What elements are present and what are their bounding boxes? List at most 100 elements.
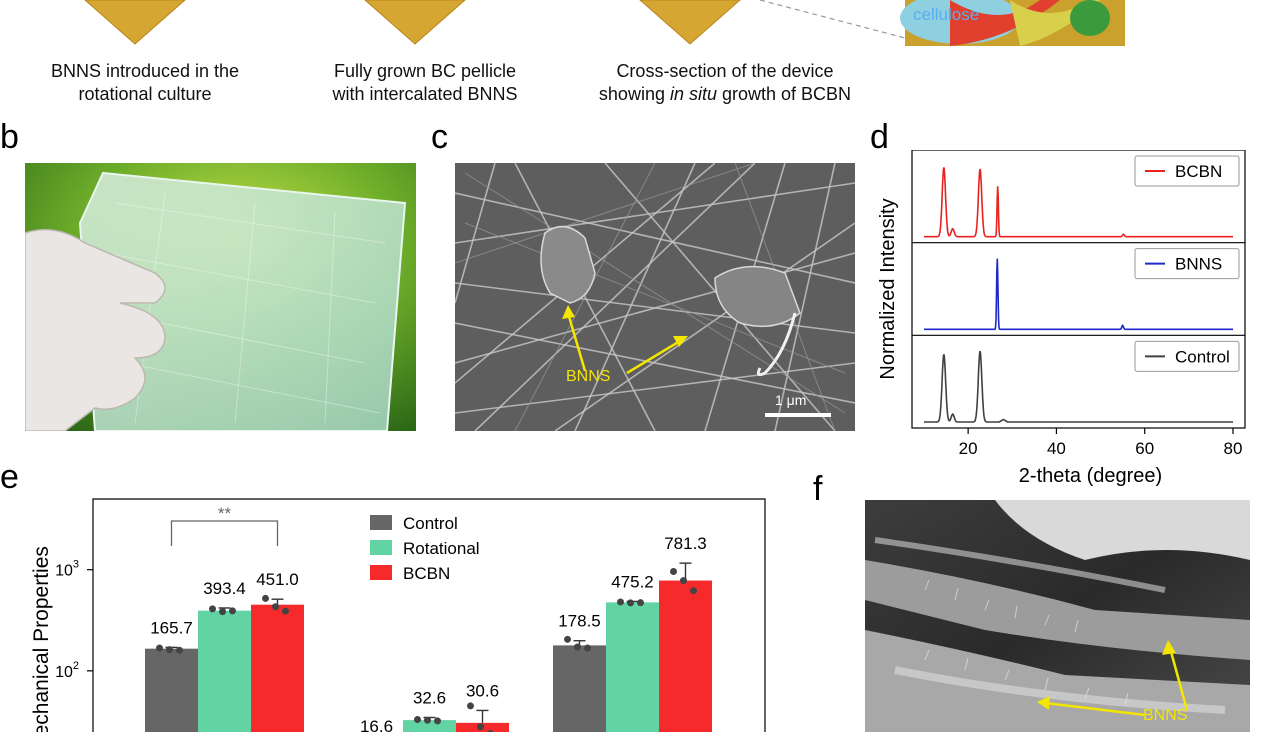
legend-box <box>1134 155 1240 187</box>
data-point <box>564 635 571 643</box>
panel-letter-e: e <box>0 458 19 496</box>
bnns-flake-2 <box>714 265 801 328</box>
y-axis-label: Normalized Intensity <box>877 198 899 379</box>
value-label: 178.5 <box>558 612 601 631</box>
y-axis-label: Mechanical Properties <box>30 546 53 732</box>
bnns-flake-1 <box>540 225 596 304</box>
caption-text: showing <box>598 84 670 104</box>
sem-cross-section-image <box>865 500 1250 732</box>
data-point <box>584 644 591 652</box>
x-axis-label: 2-theta (degree) <box>1019 465 1162 487</box>
y-tick-label: 102 <box>55 660 79 681</box>
legend-box <box>1134 248 1240 280</box>
data-point <box>262 594 269 602</box>
data-point <box>166 646 173 654</box>
data-point <box>156 644 163 652</box>
scale-bar-label: 1 μm <box>775 392 807 408</box>
legend-box <box>1134 340 1240 372</box>
data-point <box>434 717 441 725</box>
gloved-hand <box>25 228 166 431</box>
panel-letter-d: d <box>870 118 889 156</box>
culture-vessel-2 <box>364 0 466 45</box>
data-point <box>282 607 289 615</box>
x-tick-label: 20 <box>959 439 978 458</box>
data-point <box>680 577 687 585</box>
sem-fibers <box>455 163 855 431</box>
caption-italic: in situ <box>669 84 717 104</box>
legend-label: BCBN <box>403 564 450 583</box>
xrd-series-line <box>924 258 1233 331</box>
significance-bracket <box>170 520 279 546</box>
bar <box>403 720 456 732</box>
value-label: 165.7 <box>150 618 193 637</box>
caption-fully-grown: Fully grown BC pellicle with intercalate… <box>300 60 550 106</box>
legend-label: BNNS <box>1175 255 1222 274</box>
xrd-series-line <box>924 167 1233 238</box>
scale-bar <box>765 413 831 417</box>
value-label: 475.2 <box>611 572 654 591</box>
plot-frame <box>911 150 1246 429</box>
bar <box>198 610 251 732</box>
bar <box>251 604 304 732</box>
y-tick-label: 103 <box>55 559 79 580</box>
data-point <box>670 567 677 575</box>
bnns-arrow-f2 <box>1044 701 1146 717</box>
caption-line: Cross-section of the device <box>616 61 834 81</box>
value-label: 16.6 <box>360 717 393 732</box>
panel-letter-c: c <box>431 118 448 156</box>
y-tick-exponent: 3 <box>73 559 79 571</box>
caption-line: showing in situ growth of BCBN <box>555 83 895 106</box>
bnns-arrow-1 <box>566 312 587 372</box>
data-point <box>637 599 644 607</box>
sem-cross-section: BNNS <box>865 500 1250 732</box>
xrd-series-line <box>924 351 1233 423</box>
data-point <box>424 716 431 724</box>
culture-vessel-3 <box>639 0 741 45</box>
xrd-chart: BCBN BNNS Control 20 40 60 80 2-theta (degree) N… <box>877 150 1246 487</box>
x-tick-label: 60 <box>1135 439 1154 458</box>
x-tick-label: 80 <box>1224 439 1243 458</box>
bar <box>553 645 606 732</box>
legend-swatch <box>370 515 392 530</box>
sem-image: BNNS 1 μm <box>455 163 855 431</box>
legend-label: Rotational <box>403 539 480 558</box>
legend-swatch <box>370 565 392 580</box>
data-point <box>209 605 216 613</box>
cellulose-film <box>78 171 407 431</box>
film-photo <box>25 163 416 431</box>
panel-a-illustration <box>84 0 1125 46</box>
data-point <box>229 607 236 615</box>
inset-label: cellulose <box>913 5 980 24</box>
panel-letter-b: b <box>0 118 19 156</box>
film-photo-image <box>25 163 416 431</box>
caption-line: BNNS introduced in the <box>50 61 240 81</box>
legend-label: Control <box>403 514 458 533</box>
caption-bnns-introduced: BNNS introduced in the rotational cultur… <box>20 60 270 106</box>
legend-label: Control <box>1175 347 1230 366</box>
data-point <box>477 723 484 731</box>
value-label: 451.0 <box>256 570 299 589</box>
legend-label: BCBN <box>1175 162 1222 181</box>
bnns-label-f: BNNS <box>1143 707 1188 724</box>
bar <box>659 580 712 732</box>
bnns-label: BNNS <box>566 368 611 385</box>
value-label: 32.6 <box>413 688 446 707</box>
caption-text: growth of BCBN <box>717 84 852 104</box>
zoom-callout-line <box>759 0 906 39</box>
data-point <box>219 608 226 616</box>
data-point <box>617 598 624 606</box>
plot-frame <box>92 498 766 732</box>
y-tick-exponent: 2 <box>73 660 79 672</box>
significance-label: ** <box>218 504 232 523</box>
bnns-arrow-2 <box>626 339 681 375</box>
bar <box>145 648 198 732</box>
data-point <box>690 587 697 595</box>
value-label: 393.4 <box>203 579 246 598</box>
panel-letter-f: f <box>813 470 823 508</box>
data-point <box>176 646 183 654</box>
caption-line: rotational culture <box>78 84 212 104</box>
bar <box>606 602 659 732</box>
caption-cross-section: Cross-section of the device showing in s… <box>555 60 895 106</box>
culture-vessel-1 <box>84 0 186 45</box>
